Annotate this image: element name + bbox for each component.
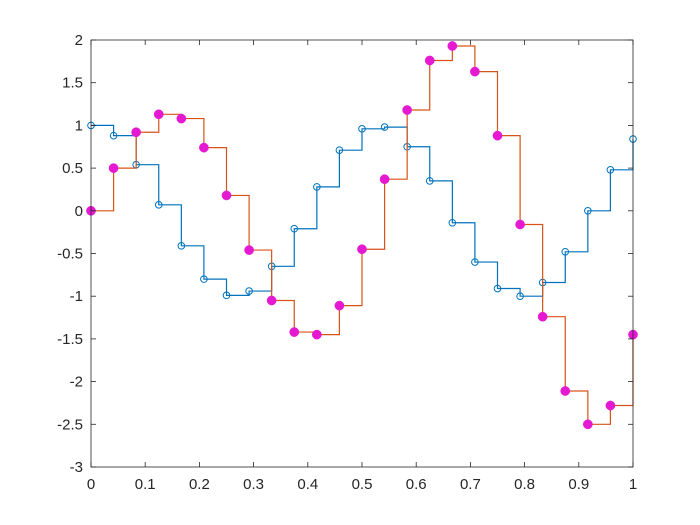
series-1-point [290,224,299,233]
y-tick-label: -0.5 [57,246,83,263]
y-tick-label: -3 [70,459,83,476]
series-1-point [561,247,570,256]
series-2-point [605,400,616,411]
series-2-point [176,113,187,124]
series-2-point [199,142,209,153]
x-tick-label: 0.9 [568,476,589,493]
y-tick-label: 0.5 [62,160,83,177]
series-1-point [335,146,344,154]
x-tick-label: 0.4 [297,476,318,493]
y-tick-label: 2 [75,32,83,49]
series-2-point [153,109,164,120]
series-2-point [334,300,345,311]
series-1-point [516,292,524,301]
series-2-point [515,219,525,230]
series-2-point [379,174,390,185]
y-tick-label: 1.5 [62,75,83,92]
series-2-point [492,130,503,141]
series-1-point [109,131,118,140]
x-tick-label: 0 [87,476,95,493]
y-tick-label: 0 [75,203,83,220]
series-2-point [402,105,412,115]
axes-layer: 0 0.1 0.2 0.3 0.4 0.5 0.6 0.7 0.8 0.9 1 2 1.5 1 0.5 0 -0… [57,32,637,493]
series-2-point [244,245,254,255]
series-2-point [131,127,141,138]
series-2-point [583,419,593,430]
series-2-point [357,244,367,255]
series-2-point [312,329,322,340]
series-2-point [108,163,119,173]
series-2-point [289,327,300,337]
x-tick-label: 0.6 [406,476,427,493]
series-2-point [266,295,277,306]
x-tick-label: 0.7 [460,476,481,493]
y-tick-label: -1 [70,288,83,305]
series-1-point [606,166,615,174]
series-1-point [245,287,253,295]
series-1-point [154,201,163,209]
series-layer [86,41,638,430]
series-1-point [448,218,457,227]
series-1-point [493,284,502,293]
series-2-point [560,386,571,396]
x-tick-label: 0.8 [514,476,535,493]
series-1-point [584,207,592,215]
x-tick-label: 1 [629,476,637,493]
series-1-point [177,242,186,250]
series-2-point [470,66,480,77]
y-tick-label: 1 [75,117,83,134]
x-tick-label: 0.5 [352,476,373,493]
series-1-point [313,183,321,191]
x-tick-label: 0.3 [243,476,264,493]
series-1-point [471,258,479,266]
series-2 [86,41,638,430]
series-2-point [447,41,458,51]
series-1-point [425,177,434,185]
x-tick-label: 0.1 [135,476,156,493]
y-tick-label: -2.5 [57,416,83,433]
series-1-point [358,125,366,133]
series-2-point [537,311,548,322]
y-tick-label: -2 [70,374,83,391]
x-tick-label: 0.2 [189,476,210,493]
y-tick-label: -1.5 [57,331,83,348]
series-2-point [221,190,232,201]
series-1-point [380,123,389,131]
series-2-point [424,55,435,66]
series-1-point [200,275,208,283]
series-1-point [222,291,231,300]
